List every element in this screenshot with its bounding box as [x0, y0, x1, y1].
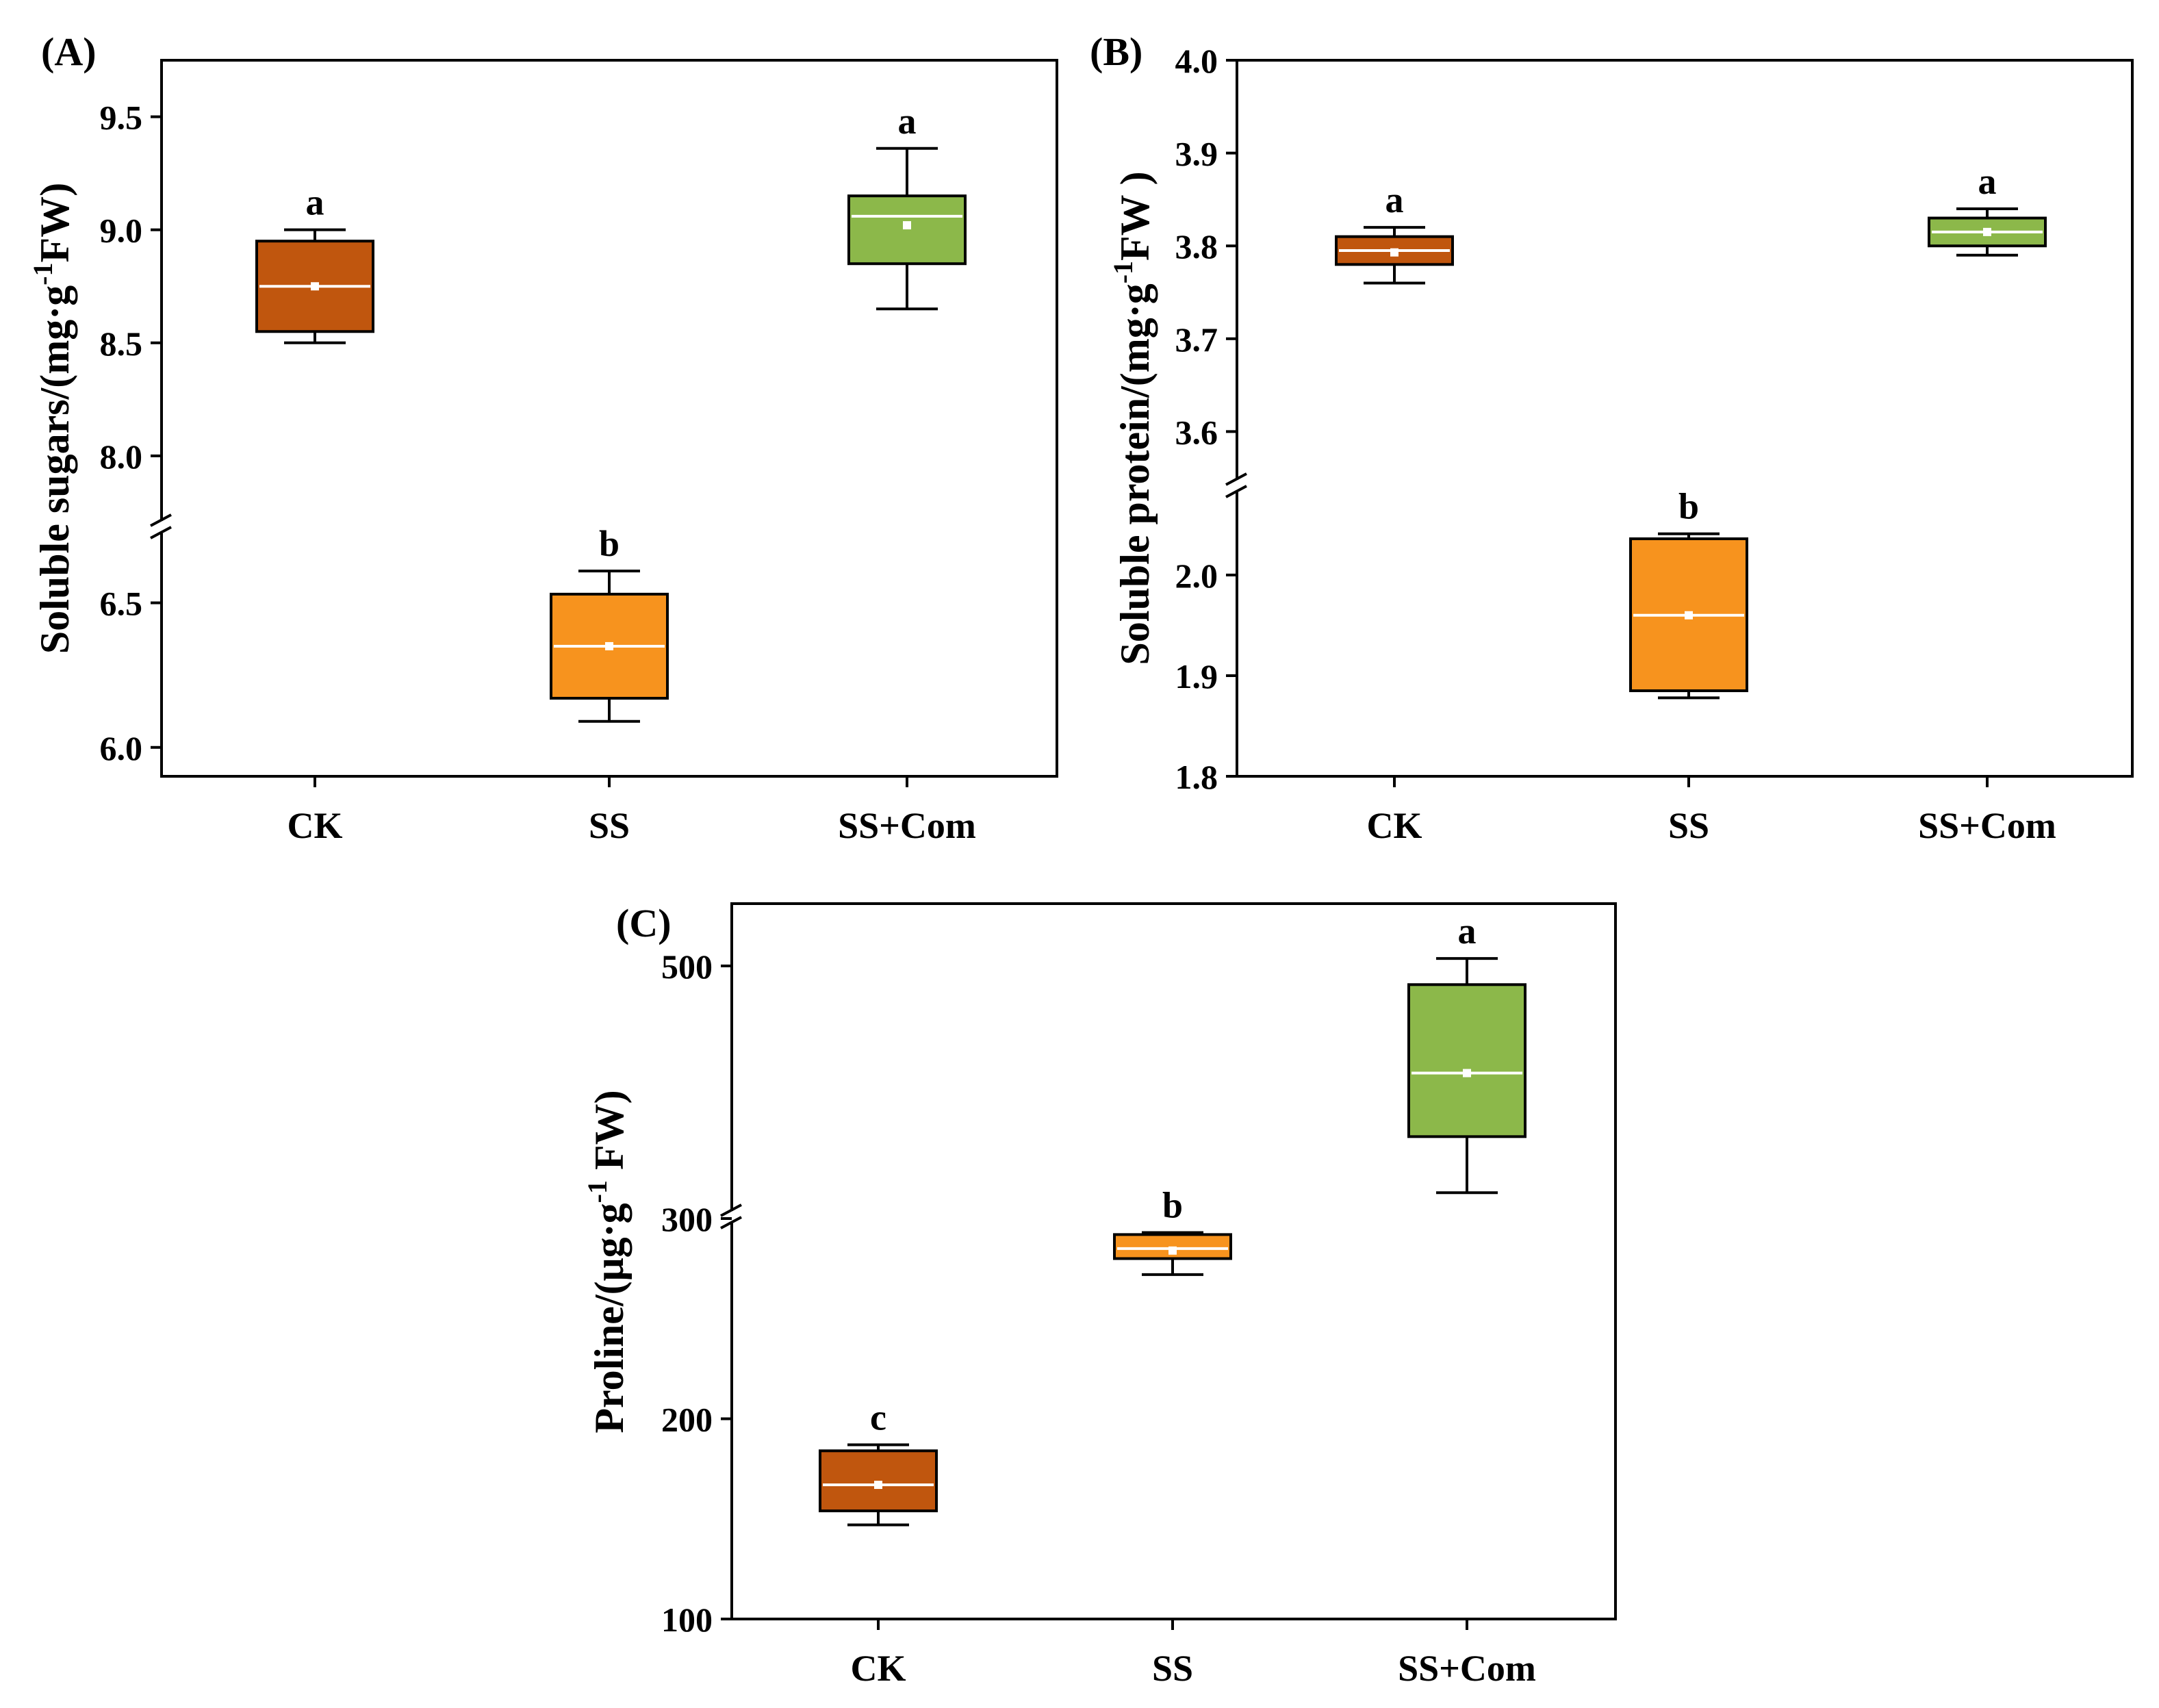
box-iqr — [847, 194, 967, 266]
y-tick-label: 4.0 — [1175, 42, 1218, 80]
mean-marker — [1168, 1246, 1177, 1255]
significance-letter: b — [599, 523, 619, 564]
mean-marker — [311, 282, 319, 291]
box-ck: c — [819, 1397, 938, 1527]
plot-frame — [1236, 59, 2134, 778]
y-tick-label: 200 — [661, 1401, 713, 1439]
panel-2: (B) 1.8 1.9 2.0 3.6 3.7 3.8 3.9 4.0 CK SS SS+Com Sol… — [1090, 29, 2134, 846]
mean-marker — [1983, 227, 1991, 236]
mean-marker — [1685, 611, 1693, 620]
x-tick-label: SS — [1668, 805, 1709, 846]
x-tick-label: SS+Com — [1918, 805, 2056, 846]
panel-1: (A) 6.0 6.5 8.0 8.5 9.0 9.5 CK SS SS+Com Soluble s… — [27, 29, 1058, 846]
box-ss-plus-com: a — [847, 101, 967, 311]
axis-break-mark — [720, 1216, 742, 1229]
mean-marker — [1463, 1069, 1471, 1078]
significance-letter: a — [306, 182, 324, 223]
y-axis-label: Proline/(μg·g-1 FW) — [582, 1090, 632, 1433]
significance-letter: c — [870, 1397, 886, 1438]
box-ck: a — [1335, 179, 1454, 285]
significance-letter: a — [898, 101, 917, 142]
y-tick-label: 100 — [661, 1601, 713, 1639]
y-tick-label: 3.8 — [1175, 227, 1218, 266]
y-tick-label: 8.0 — [100, 437, 143, 476]
y-tick-label: 1.9 — [1175, 657, 1218, 696]
significance-letter: b — [1678, 486, 1699, 527]
y-axis-label: Soluble protein/(mg·g-1FW ) — [1108, 171, 1158, 665]
box-ss: b — [1113, 1184, 1232, 1276]
x-tick-label: CK — [1367, 805, 1422, 846]
y-tick-label: 6.0 — [100, 729, 143, 767]
y-tick-label: 9.0 — [100, 212, 143, 250]
y-tick-label: 3.7 — [1175, 320, 1218, 359]
y-tick-label: 1.8 — [1175, 758, 1218, 796]
mean-marker — [903, 221, 911, 230]
axis-break-mark — [150, 526, 172, 539]
mean-marker — [874, 1481, 882, 1490]
y-tick-label: 9.5 — [100, 99, 143, 137]
panel-3: (C) 100 200 300 500 CK SS SS+Com Proline/(μg·g-1… — [582, 901, 1617, 1689]
box-iqr — [1407, 983, 1526, 1138]
x-tick-label: SS — [1152, 1648, 1193, 1689]
box-ck: a — [255, 182, 374, 344]
axis-break-mark — [1225, 485, 1247, 498]
y-tick-label: 500 — [661, 947, 713, 986]
panel-label: (C) — [616, 901, 672, 945]
y-tick-label: 3.6 — [1175, 413, 1218, 451]
axis-break-mark — [720, 1203, 742, 1217]
x-tick-label: CK — [851, 1648, 906, 1689]
box-ss-plus-com: a — [1928, 161, 2047, 257]
significance-letter: a — [1978, 161, 1997, 202]
x-tick-label: CK — [288, 805, 343, 846]
box-ss: b — [550, 523, 669, 723]
y-tick-label: 300 — [661, 1200, 713, 1238]
box-ss: b — [1629, 486, 1748, 700]
axis-break-mark — [1225, 472, 1247, 486]
significance-letter: a — [1385, 179, 1404, 220]
significance-letter: b — [1162, 1184, 1183, 1225]
x-tick-label: SS+Com — [1398, 1648, 1536, 1689]
y-tick-label: 3.9 — [1175, 135, 1218, 173]
y-axis-label: Soluble sugars/(mg·g-1FW) — [27, 183, 77, 654]
box-ss-plus-com: a — [1407, 910, 1526, 1195]
axis-break-mark — [150, 513, 172, 527]
x-tick-label: SS — [589, 805, 630, 846]
y-tick-label: 6.5 — [100, 585, 143, 623]
mean-marker — [1390, 248, 1398, 257]
significance-letter: a — [1458, 910, 1477, 952]
panel-label: (B) — [1090, 29, 1142, 74]
x-tick-label: SS+Com — [838, 805, 976, 846]
y-tick-label: 8.5 — [100, 324, 143, 363]
panel-label: (A) — [41, 29, 97, 74]
mean-marker — [605, 641, 613, 650]
y-tick-label: 2.0 — [1175, 557, 1218, 595]
